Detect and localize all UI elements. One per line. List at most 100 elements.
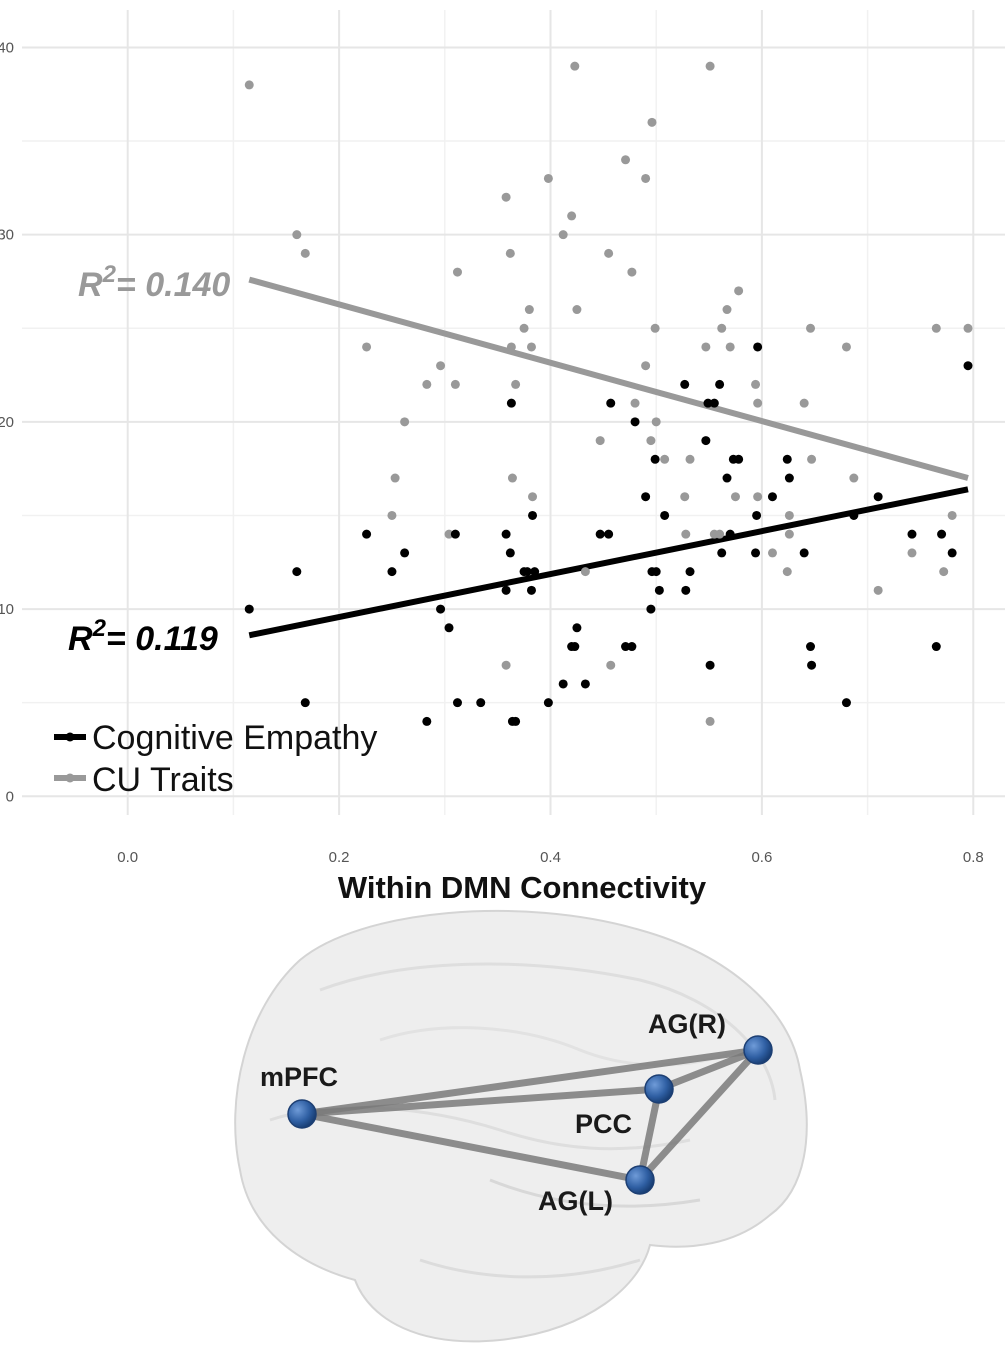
point-cognitive-empathy <box>725 529 735 539</box>
node-mpfc <box>287 1099 317 1129</box>
point-cognitive-empathy <box>450 529 460 539</box>
point-cognitive-empathy <box>362 529 372 539</box>
point-cu-traits <box>501 660 511 670</box>
y-tick-label: 10 <box>0 601 14 618</box>
point-cu-traits <box>841 342 851 352</box>
legend-label-cognitive-empathy: Cognitive Empathy <box>92 719 377 757</box>
point-cu-traits <box>606 660 616 670</box>
point-cognitive-empathy <box>701 436 711 446</box>
point-cu-traits <box>507 473 517 483</box>
point-cognitive-empathy <box>650 454 660 464</box>
point-cu-traits <box>452 267 462 277</box>
point-cu-traits <box>450 379 460 389</box>
point-cognitive-empathy <box>522 567 532 577</box>
point-cu-traits <box>681 529 691 539</box>
point-cognitive-empathy <box>717 548 727 558</box>
point-cognitive-empathy <box>931 642 941 652</box>
brain-network-diagram: mPFC PCC AG(R) AG(L) <box>234 909 808 1343</box>
point-cognitive-empathy <box>646 604 656 614</box>
point-cu-traits <box>524 305 534 315</box>
legend-item-cu-traits: CU Traits <box>54 761 234 799</box>
point-cu-traits <box>799 398 809 408</box>
point-cu-traits <box>641 173 651 183</box>
x-axis-label: Within DMN Connectivity <box>338 870 707 905</box>
brain-gyrus <box>489 1178 701 1208</box>
point-cu-traits <box>907 548 917 558</box>
point-cu-traits <box>685 454 695 464</box>
point-cu-traits <box>807 454 817 464</box>
point-cognitive-empathy <box>807 660 817 670</box>
point-cognitive-empathy <box>422 716 432 726</box>
point-cu-traits <box>751 379 761 389</box>
point-cu-traits <box>387 510 397 520</box>
point-cu-traits <box>292 230 302 240</box>
point-cognitive-empathy <box>630 417 640 427</box>
legend-item-cognitive-empathy: Cognitive Empathy <box>54 719 377 757</box>
edge-mpfc-agr <box>301 1046 759 1118</box>
point-cu-traits <box>505 248 515 258</box>
point-cognitive-empathy <box>753 342 763 352</box>
x-tick-label: 0.2 <box>329 849 350 866</box>
point-cu-traits <box>784 529 794 539</box>
point-cu-traits <box>931 323 941 333</box>
point-cu-traits <box>873 585 883 595</box>
network-nodes <box>287 1035 773 1195</box>
point-cognitive-empathy <box>572 623 582 633</box>
r2-exponent: 2 <box>102 261 117 288</box>
node-agr <box>743 1035 773 1065</box>
point-cu-traits <box>651 417 661 427</box>
point-cu-traits <box>300 248 310 258</box>
point-cu-traits <box>570 61 580 71</box>
point-cognitive-empathy <box>604 529 614 539</box>
point-cognitive-empathy <box>963 361 973 371</box>
fit-line-cu-traits <box>248 276 969 481</box>
point-cognitive-empathy <box>715 379 725 389</box>
point-cognitive-empathy <box>580 679 590 689</box>
point-cu-traits <box>734 286 744 296</box>
point-cognitive-empathy <box>300 698 310 708</box>
x-tick-label: 0.6 <box>751 849 772 866</box>
point-cu-traits <box>784 510 794 520</box>
node-agl <box>625 1165 655 1195</box>
point-cu-traits <box>730 492 740 502</box>
network-edges <box>301 1046 761 1184</box>
point-cu-traits <box>782 567 792 577</box>
point-cu-traits <box>753 398 763 408</box>
point-cognitive-empathy <box>444 623 454 633</box>
point-cu-traits <box>567 211 577 221</box>
point-cognitive-empathy <box>660 510 670 520</box>
point-cognitive-empathy <box>703 398 713 408</box>
point-cu-traits <box>641 361 651 371</box>
point-cu-traits <box>390 473 400 483</box>
point-cognitive-empathy <box>685 567 695 577</box>
point-cu-traits <box>849 473 859 483</box>
point-cu-traits <box>400 417 410 427</box>
r2-prefix: R <box>78 266 103 304</box>
y-tick-label: 40 <box>0 39 14 56</box>
edge-mpfc-agl <box>301 1110 641 1184</box>
point-cu-traits <box>580 567 590 577</box>
point-cognitive-empathy <box>767 492 777 502</box>
point-cu-traits <box>362 342 372 352</box>
point-cognitive-empathy <box>595 529 605 539</box>
x-tick-label: 0.0 <box>117 849 138 866</box>
point-cu-traits <box>939 567 949 577</box>
point-cognitive-empathy <box>641 492 651 502</box>
point-cu-traits <box>511 379 521 389</box>
point-cu-traits <box>715 529 725 539</box>
point-cognitive-empathy <box>530 567 540 577</box>
point-cognitive-empathy <box>681 585 691 595</box>
r2-value: = 0.119 <box>106 620 218 658</box>
y-tick-label: 0 <box>6 788 14 805</box>
edge-pcc-agl <box>636 1088 663 1181</box>
brain-gyrus <box>419 1258 641 1279</box>
point-cu-traits <box>526 342 536 352</box>
point-cognitive-empathy <box>734 454 744 464</box>
point-cognitive-empathy <box>606 398 616 408</box>
point-cognitive-empathy <box>937 529 947 539</box>
fit-line-cognitive-empathy <box>248 486 969 639</box>
point-cognitive-empathy <box>849 510 859 520</box>
point-cu-traits <box>543 173 553 183</box>
brain-silhouette <box>234 909 808 1343</box>
